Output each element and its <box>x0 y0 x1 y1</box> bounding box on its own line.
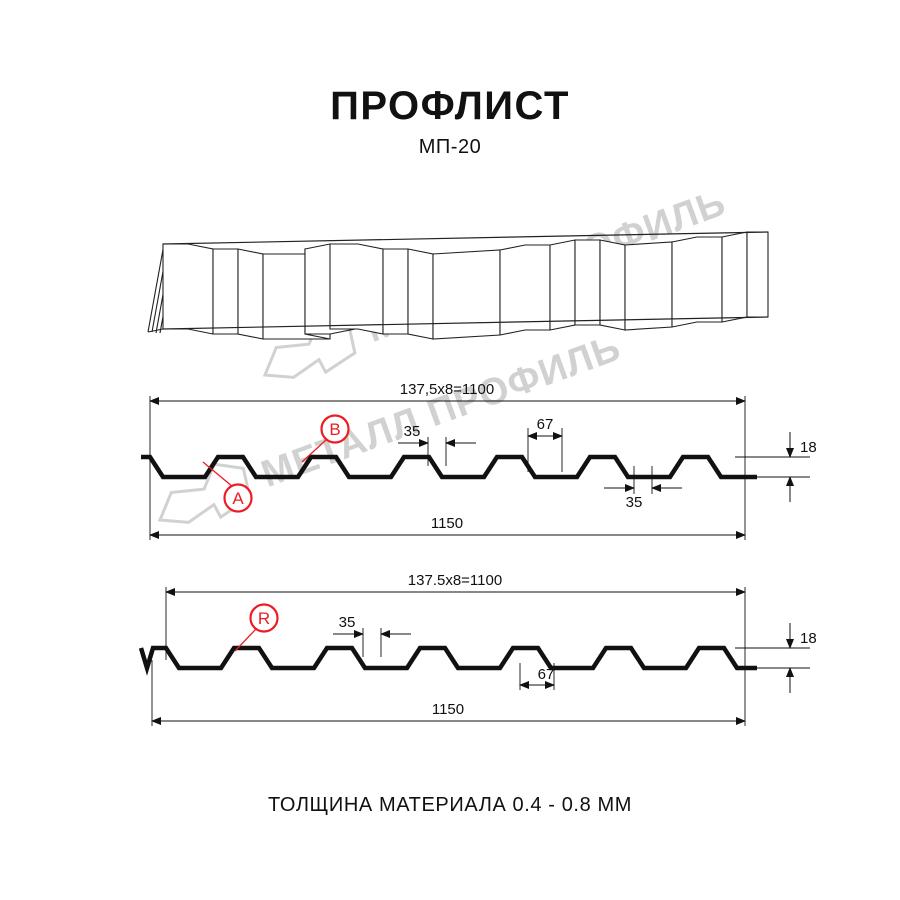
profile-cross-section-path <box>138 645 757 676</box>
isometric-profile-view <box>147 231 769 340</box>
profile-cross-section-path <box>141 454 757 480</box>
dimension-pitch-total: 137,5x8=1100 <box>400 381 494 398</box>
valley-face <box>432 249 501 340</box>
dimension-rib-top-width: 35 <box>404 423 421 440</box>
dimension-overall-width: 1150 <box>431 515 463 532</box>
watermark-logo-icon <box>157 462 252 524</box>
rib-face <box>407 248 434 340</box>
dimension-rib-height: 18 <box>800 630 817 647</box>
callout-b: B <box>301 414 350 463</box>
rib-face <box>237 248 264 340</box>
callout-r-label: R <box>258 609 270 628</box>
callout-circle-icon <box>223 483 253 513</box>
valley-face <box>624 241 673 331</box>
rib-face <box>329 243 384 335</box>
rib-top <box>382 248 409 335</box>
rib-top <box>574 239 601 326</box>
material-thickness-note: ТОЛЩИНА МАТЕРИАЛА 0.4 - 0.8 ММ <box>267 794 632 816</box>
rib-top <box>212 248 239 335</box>
callout-r: R <box>234 603 279 652</box>
section-bottom-view: 137.5x8=1100 1150 35 67 18 R <box>138 572 817 726</box>
dimension-pitch-total: 137.5x8=1100 <box>408 572 502 589</box>
rib-face <box>162 243 214 335</box>
callout-circle-icon <box>249 603 279 633</box>
watermark-logo-icon <box>262 317 357 379</box>
dimension-valley-width: 67 <box>537 416 554 433</box>
rib-face <box>599 239 626 331</box>
dimension-rib-top-width-2: 35 <box>626 494 643 511</box>
section-top-view: 137,5x8=1100 1150 35 67 35 18 <box>141 381 817 540</box>
callout-circle-icon <box>320 414 350 444</box>
rib-face <box>721 231 748 323</box>
dimension-rib-top-width: 35 <box>339 614 356 631</box>
dimension-rib-height: 18 <box>800 439 817 456</box>
dimension-overall-width: 1150 <box>432 701 464 718</box>
extension-lines <box>151 587 810 726</box>
rib-top <box>671 236 723 328</box>
callout-a-label: A <box>232 489 244 508</box>
rib-face <box>549 239 576 331</box>
callout-a: A <box>202 461 253 513</box>
callout-b-label: B <box>329 420 340 439</box>
product-code: МП-20 <box>418 136 482 158</box>
page-title: ПРОФЛИСТ <box>330 84 570 128</box>
rib-top <box>746 231 769 318</box>
